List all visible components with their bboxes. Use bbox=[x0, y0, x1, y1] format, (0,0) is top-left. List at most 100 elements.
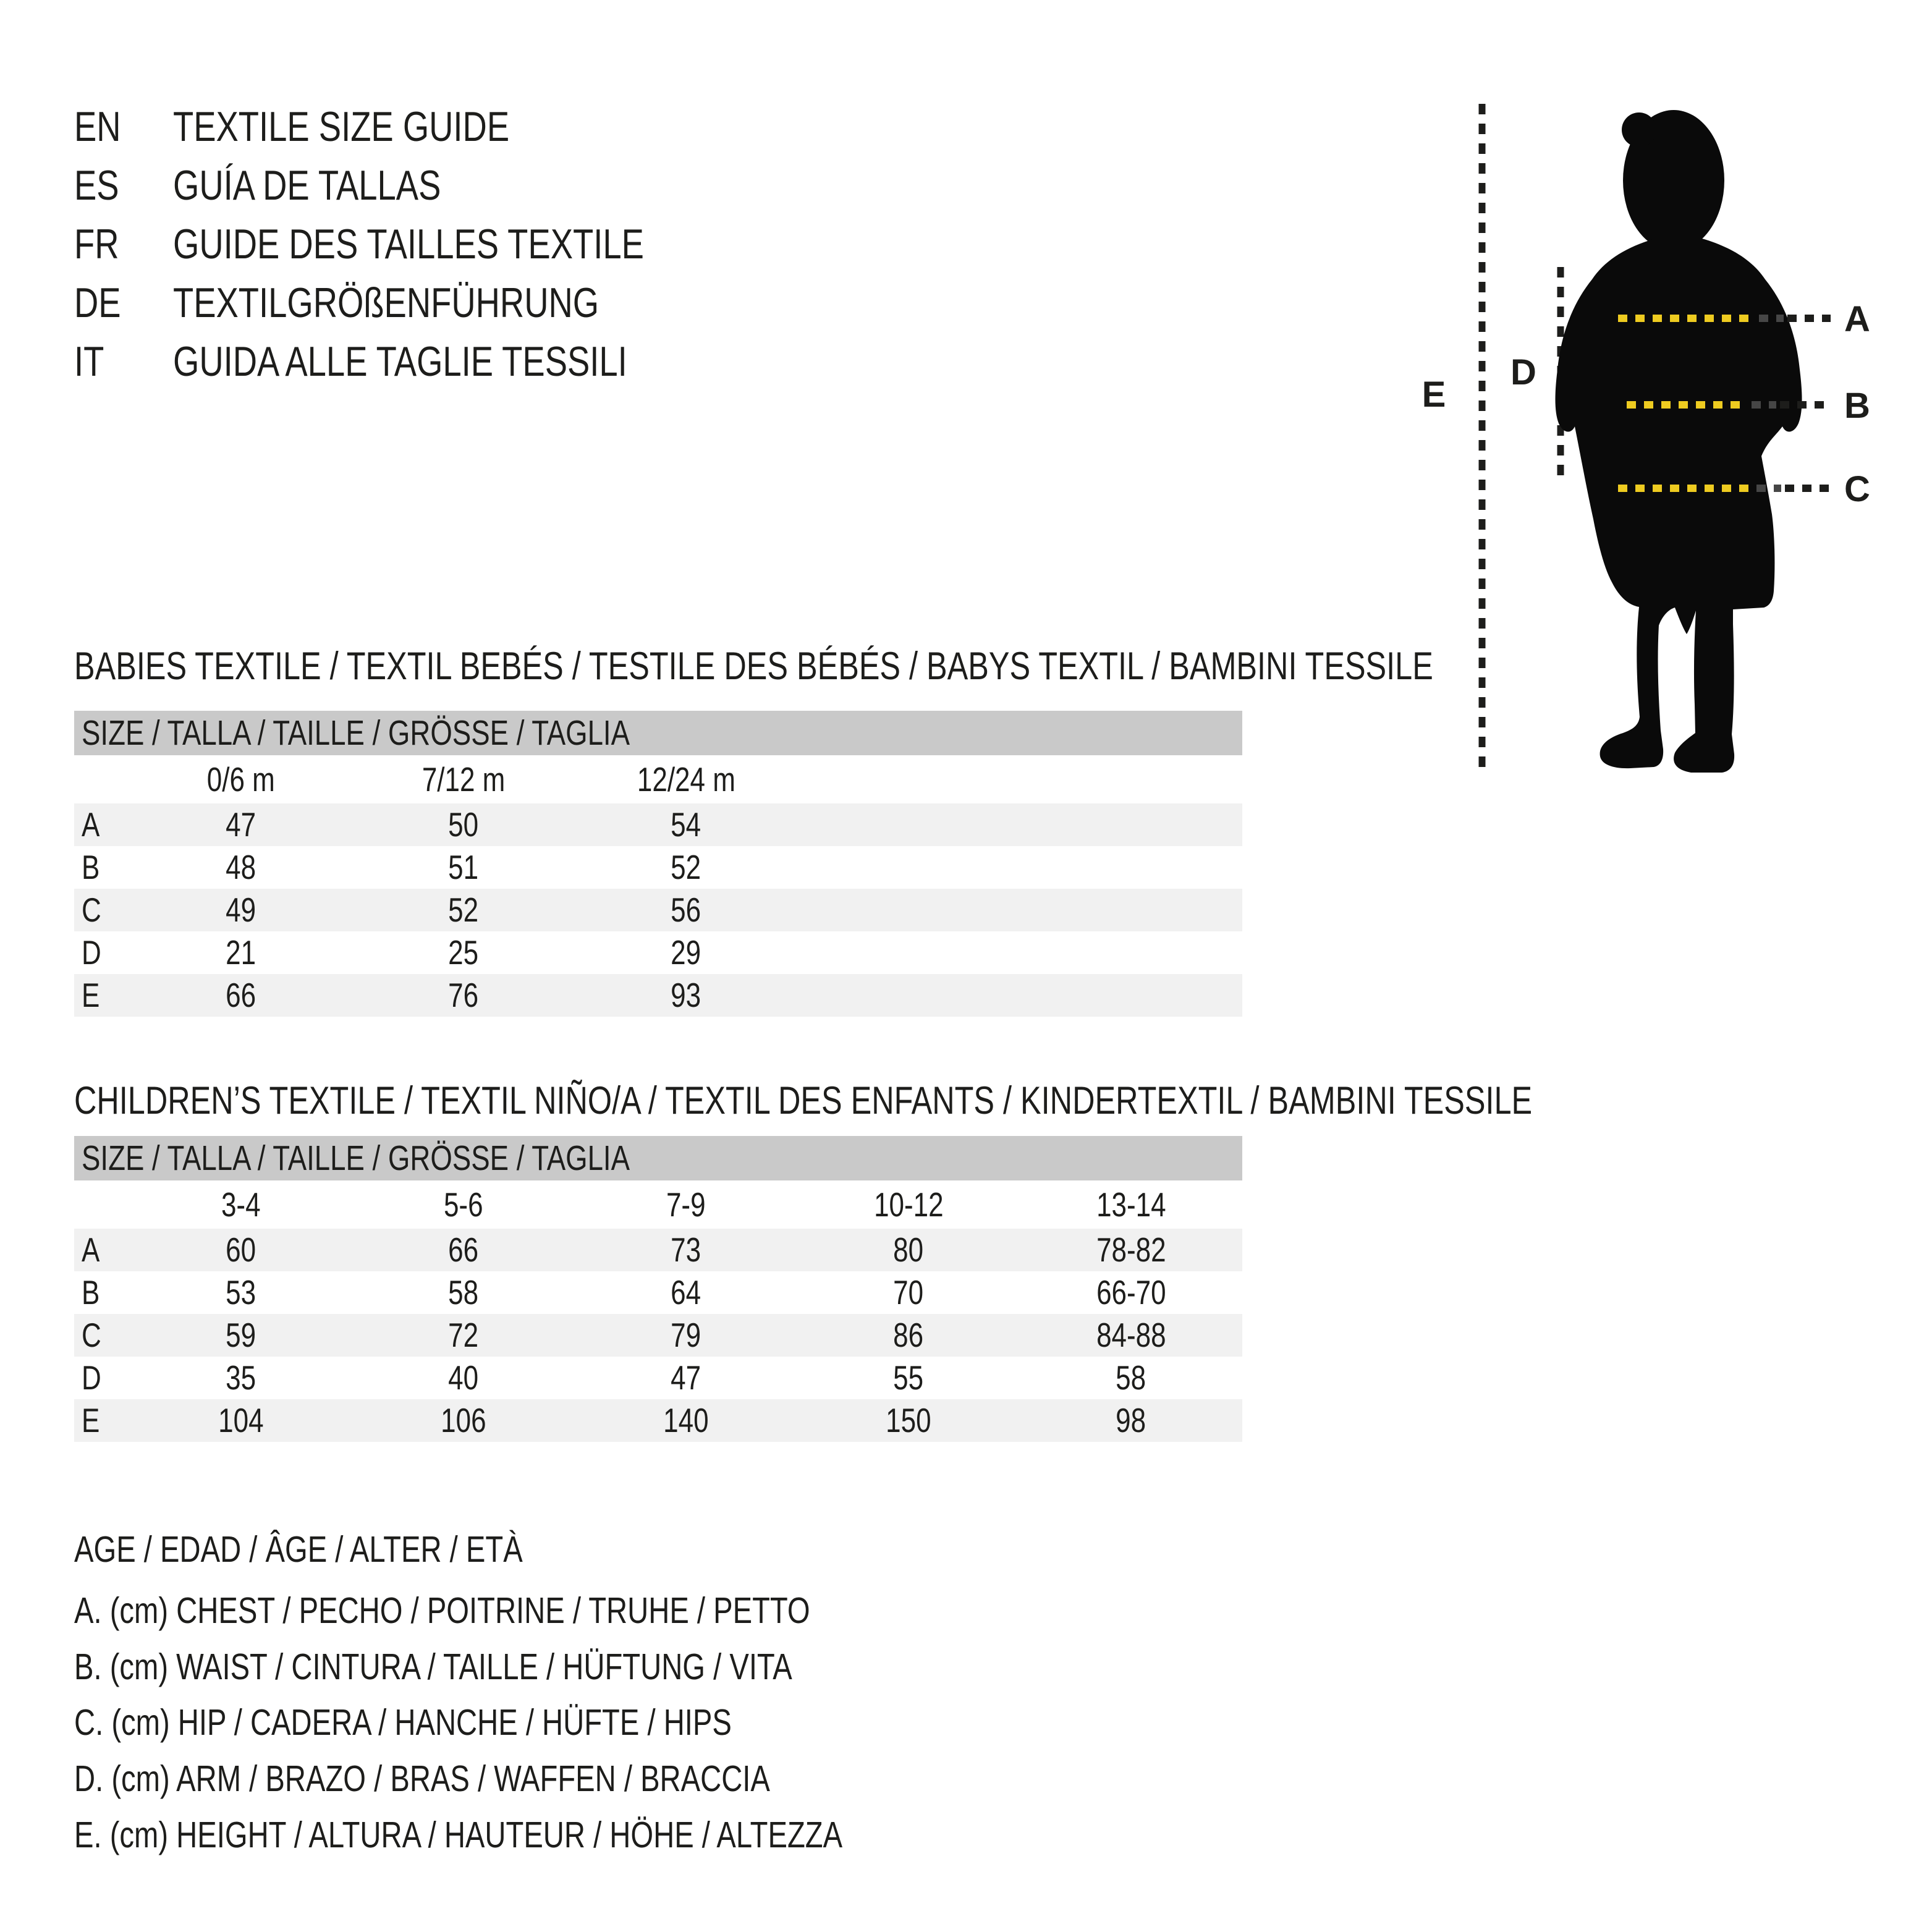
column-header: 3-4 bbox=[221, 1185, 261, 1224]
table-cell: 76 bbox=[448, 976, 479, 1014]
language-title: GUÍA DE TALLAS bbox=[173, 162, 441, 209]
table-cell: 66-70 bbox=[1096, 1273, 1166, 1311]
language-title: GUIDE DES TAILLES TEXTILE bbox=[173, 221, 644, 268]
child-silhouette-diagram: A B C D E bbox=[1422, 104, 1870, 774]
row-label: D bbox=[82, 933, 101, 972]
language-title: TEXTILE SIZE GUIDE bbox=[173, 103, 510, 150]
table-cell: 59 bbox=[226, 1316, 256, 1354]
size-header-label: SIZE / TALLA / TAILLE / GRÖSSE / TAGLIA bbox=[82, 1138, 630, 1178]
measure-label-e: E bbox=[1422, 375, 1446, 415]
table-row: B 48 51 52 bbox=[74, 846, 1242, 889]
column-header: 5-6 bbox=[444, 1185, 483, 1224]
table-cell: 86 bbox=[893, 1316, 924, 1354]
table-cell: 79 bbox=[671, 1316, 701, 1354]
babies-section-title: BABIES TEXTILE / TEXTIL BEBÉS / TESTILE … bbox=[74, 642, 1773, 691]
measure-label-a: A bbox=[1844, 299, 1870, 339]
row-label: E bbox=[82, 1401, 100, 1439]
row-label-spacer bbox=[74, 755, 130, 803]
column-header: 0/6 m bbox=[206, 760, 276, 799]
table-cell: 70 bbox=[893, 1273, 924, 1311]
row-label: D bbox=[82, 1358, 101, 1397]
table-cell: 29 bbox=[671, 933, 701, 972]
measure-label-d: D bbox=[1510, 352, 1536, 392]
table-cell: 52 bbox=[448, 891, 479, 929]
measurement-figure: A B C D E bbox=[1409, 87, 1932, 797]
legend-line-hip: C. (cm) HIP / CADERA / HANCHE / HÜFTE / … bbox=[74, 1702, 732, 1743]
measure-label-c: C bbox=[1844, 469, 1870, 509]
table-row: E 104 106 140 150 98 bbox=[74, 1399, 1242, 1442]
table-cell: 140 bbox=[663, 1401, 709, 1439]
language-code: EN bbox=[74, 103, 121, 150]
table-cell: 58 bbox=[1116, 1358, 1146, 1397]
legend-line-waist: B. (cm) WAIST / CINTURA / TAILLE / HÜFTU… bbox=[74, 1646, 792, 1687]
table-cell: 53 bbox=[226, 1273, 256, 1311]
babies-section-title-text: BABIES TEXTILE / TEXTIL BEBÉS / TESTILE … bbox=[74, 645, 1433, 688]
table-cell: 66 bbox=[226, 976, 256, 1014]
row-label: E bbox=[82, 976, 100, 1014]
column-header: 12/24 m bbox=[637, 760, 735, 799]
language-title: TEXTILGRÖßENFÜHRUNG bbox=[173, 279, 600, 326]
language-code: FR bbox=[74, 221, 119, 268]
table-cell: 60 bbox=[226, 1231, 256, 1269]
language-code: ES bbox=[74, 162, 119, 209]
table-cell: 52 bbox=[671, 848, 701, 886]
column-header: 10-12 bbox=[873, 1185, 944, 1224]
row-label: A bbox=[82, 805, 100, 844]
table-cell: 51 bbox=[448, 848, 479, 886]
table-cell: 49 bbox=[226, 891, 256, 929]
table-row: A 60 66 73 80 78-82 bbox=[74, 1229, 1242, 1271]
table-cell: 80 bbox=[893, 1231, 924, 1269]
table-cell: 40 bbox=[448, 1358, 479, 1397]
table-row: B 53 58 64 70 66-70 bbox=[74, 1271, 1242, 1314]
table-row: C 59 72 79 86 84-88 bbox=[74, 1314, 1242, 1357]
table-cell: 98 bbox=[1116, 1401, 1146, 1439]
measure-label-b: B bbox=[1844, 386, 1870, 426]
row-label: B bbox=[82, 1273, 100, 1311]
column-header: 7-9 bbox=[666, 1185, 706, 1224]
column-header: 13-14 bbox=[1096, 1185, 1166, 1224]
table-cell: 48 bbox=[226, 848, 256, 886]
babies-column-header-row: 0/6 m 7/12 m 12/24 m bbox=[74, 755, 1242, 803]
child-silhouette bbox=[1555, 110, 1802, 773]
children-size-table: SIZE / TALLA / TAILLE / GRÖSSE / TAGLIA … bbox=[74, 1136, 1242, 1442]
language-title: GUIDA ALLE TAGLIE TESSILI bbox=[173, 338, 627, 385]
table-cell: 106 bbox=[441, 1401, 486, 1439]
row-label: B bbox=[82, 848, 100, 886]
row-label: A bbox=[82, 1231, 100, 1269]
table-cell: 54 bbox=[671, 805, 701, 844]
table-row: C 49 52 56 bbox=[74, 889, 1242, 931]
table-cell: 50 bbox=[448, 805, 479, 844]
table-cell: 56 bbox=[671, 891, 701, 929]
table-cell: 47 bbox=[226, 805, 256, 844]
legend-line-arm: D. (cm) ARM / BRAZO / BRAS / WAFFEN / BR… bbox=[74, 1758, 770, 1799]
language-code: IT bbox=[74, 338, 104, 385]
table-cell: 84-88 bbox=[1096, 1316, 1166, 1354]
table-cell: 64 bbox=[671, 1273, 701, 1311]
legend-line-chest: A. (cm) CHEST / PECHO / POITRINE / TRUHE… bbox=[74, 1590, 810, 1631]
table-cell: 104 bbox=[218, 1401, 264, 1439]
table-cell: 66 bbox=[448, 1231, 479, 1269]
table-cell: 72 bbox=[448, 1316, 479, 1354]
babies-size-table: SIZE / TALLA / TAILLE / GRÖSSE / TAGLIA … bbox=[74, 711, 1242, 1017]
legend-line-age: AGE / EDAD / ÂGE / ALTER / ETÀ bbox=[74, 1529, 523, 1570]
row-label-spacer bbox=[74, 1180, 130, 1229]
table-row: D 35 40 47 55 58 bbox=[74, 1357, 1242, 1399]
size-header-label: SIZE / TALLA / TAILLE / GRÖSSE / TAGLIA bbox=[82, 713, 630, 753]
table-row: A 47 50 54 bbox=[74, 803, 1242, 846]
row-label: C bbox=[82, 891, 101, 929]
column-header: 7/12 m bbox=[422, 760, 506, 799]
children-section-title: CHILDREN’S TEXTILE / TEXTIL NIÑO/A / TEX… bbox=[74, 1076, 1897, 1125]
table-cell: 25 bbox=[448, 933, 479, 972]
babies-size-header-bar: SIZE / TALLA / TAILLE / GRÖSSE / TAGLIA bbox=[74, 711, 1242, 755]
table-cell: 93 bbox=[671, 976, 701, 1014]
row-label: C bbox=[82, 1316, 101, 1354]
table-cell: 73 bbox=[671, 1231, 701, 1269]
legend-line-height: E. (cm) HEIGHT / ALTURA / HAUTEUR / HÖHE… bbox=[74, 1815, 843, 1855]
table-cell: 150 bbox=[886, 1401, 931, 1439]
table-row: D 21 25 29 bbox=[74, 931, 1242, 974]
table-cell: 35 bbox=[226, 1358, 256, 1397]
table-cell: 58 bbox=[448, 1273, 479, 1311]
table-cell: 21 bbox=[226, 933, 256, 972]
children-column-header-row: 3-4 5-6 7-9 10-12 13-14 bbox=[74, 1180, 1242, 1229]
